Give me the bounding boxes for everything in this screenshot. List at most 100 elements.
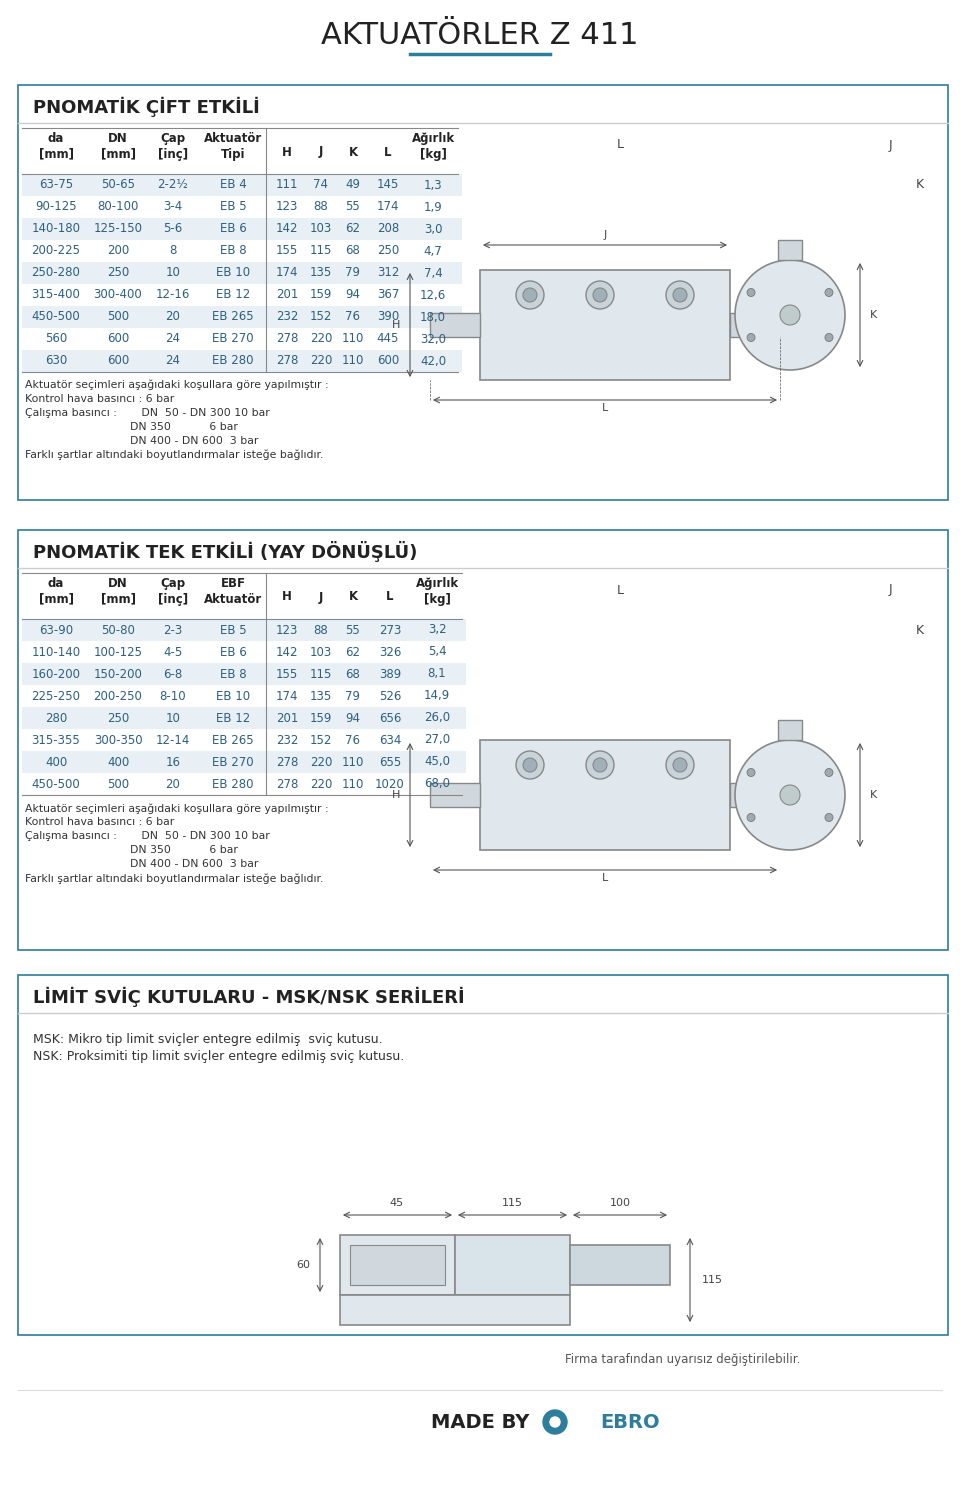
Text: 55: 55 [346,201,360,213]
Text: 68,0: 68,0 [424,778,450,791]
Text: K: K [348,590,357,603]
Circle shape [825,334,833,341]
Text: 24: 24 [165,355,180,368]
Text: 500: 500 [107,778,129,791]
Text: 100: 100 [610,1198,631,1208]
Bar [18,974,948,1335]
Text: H: H [282,590,292,603]
Text: 45,0: 45,0 [424,755,450,769]
Text: 103: 103 [310,222,332,235]
Circle shape [747,814,755,821]
Text: Çap: Çap [160,577,185,590]
Text: 3-4: 3-4 [163,201,182,213]
Text: 110: 110 [342,755,364,769]
Text: EB 10: EB 10 [216,690,250,702]
Text: L: L [616,584,623,596]
Text: Farklı şartlar altındaki boyutlandırmalar isteğe bağlıdır.: Farklı şartlar altındaki boyutlandırmala… [25,450,324,460]
Circle shape [780,785,800,805]
Text: 45: 45 [390,1198,404,1208]
Text: Ağırlık: Ağırlık [412,133,455,146]
Bar [22,305,462,328]
Text: MADE BY: MADE BY [431,1413,529,1432]
Circle shape [586,282,614,308]
Text: Farklı şartlar altındaki boyutlandırmalar isteğe bağlıdır.: Farklı şartlar altındaki boyutlandırmala… [25,873,324,884]
Text: 123: 123 [276,201,299,213]
Text: 14,9: 14,9 [424,690,450,702]
Text: 7,4: 7,4 [423,267,443,280]
Text: 1,3: 1,3 [423,179,443,192]
Text: 389: 389 [379,668,401,681]
Circle shape [516,282,544,308]
Text: Çalışma basıncı :       DN  50 - DN 300 10 bar: Çalışma basıncı : DN 50 - DN 300 10 bar [25,408,270,419]
Text: 220: 220 [310,755,332,769]
Text: AKTUATÖRLER Z 411: AKTUATÖRLER Z 411 [322,21,638,49]
Text: EB 10: EB 10 [216,267,250,280]
Text: 125-150: 125-150 [93,222,142,235]
Text: 200-225: 200-225 [32,244,81,258]
Bar [22,130,462,174]
Circle shape [586,751,614,779]
Text: EB 4: EB 4 [220,179,247,192]
Text: 367: 367 [377,289,399,301]
Text: EB 5: EB 5 [220,623,247,636]
Text: K: K [916,623,924,636]
Circle shape [735,259,845,370]
Text: 50-65: 50-65 [101,179,135,192]
Text: Çap: Çap [160,133,185,146]
Text: 115: 115 [310,668,332,681]
Circle shape [666,282,694,308]
Text: [mm]: [mm] [101,593,135,606]
Text: 27,0: 27,0 [424,733,450,746]
Text: LİMİT SVİÇ KUTULARU - MSK/NSK SERİLERİ: LİMİT SVİÇ KUTULARU - MSK/NSK SERİLERİ [33,986,465,1007]
Text: 445: 445 [377,332,399,346]
Text: 79: 79 [346,267,361,280]
Text: 273: 273 [379,623,401,636]
Text: 250-280: 250-280 [32,267,81,280]
Bar [430,313,480,337]
Text: H: H [282,146,292,158]
Text: 326: 326 [379,645,401,659]
Bar [22,751,466,773]
Text: K: K [870,790,877,800]
Circle shape [543,1410,567,1433]
Bar [730,784,780,808]
Text: 315-355: 315-355 [32,733,81,746]
Text: EB 8: EB 8 [220,244,247,258]
Text: 174: 174 [376,201,399,213]
Text: PNOMATİK ÇİFT ETKİLİ: PNOMATİK ÇİFT ETKİLİ [33,97,260,118]
Text: 220: 220 [310,778,332,791]
Text: 4-5: 4-5 [163,645,182,659]
Bar [18,85,948,501]
Text: 5-6: 5-6 [163,222,182,235]
Bar [22,729,466,751]
Text: 49: 49 [346,179,361,192]
Text: DN 400 - DN 600  3 bar: DN 400 - DN 600 3 bar [25,860,258,869]
Text: J: J [604,229,607,240]
Text: 200-250: 200-250 [93,690,142,702]
Bar [22,773,466,796]
Text: 142: 142 [276,645,299,659]
Text: 68: 68 [346,668,360,681]
Circle shape [523,758,537,772]
Text: K: K [916,179,924,192]
Text: 115: 115 [501,1198,522,1208]
Text: 225-250: 225-250 [32,690,81,702]
Text: 201: 201 [276,289,299,301]
Text: 76: 76 [346,310,361,323]
Bar [22,174,462,197]
Bar [778,240,802,259]
Text: EB 5: EB 5 [220,201,247,213]
Bar [22,618,466,641]
Bar [778,720,802,741]
Bar [22,706,466,729]
Text: 26,0: 26,0 [424,712,450,724]
Text: 400: 400 [107,755,130,769]
Text: Firma tarafından uyarısız değiştirilebilir.: Firma tarafından uyarısız değiştirilebil… [564,1353,800,1366]
Text: 111: 111 [276,179,299,192]
Text: 115: 115 [702,1275,723,1284]
Text: 8,1: 8,1 [428,668,446,681]
Text: 24: 24 [165,332,180,346]
Text: 250: 250 [377,244,399,258]
Bar [22,262,462,285]
Text: 135: 135 [310,690,332,702]
